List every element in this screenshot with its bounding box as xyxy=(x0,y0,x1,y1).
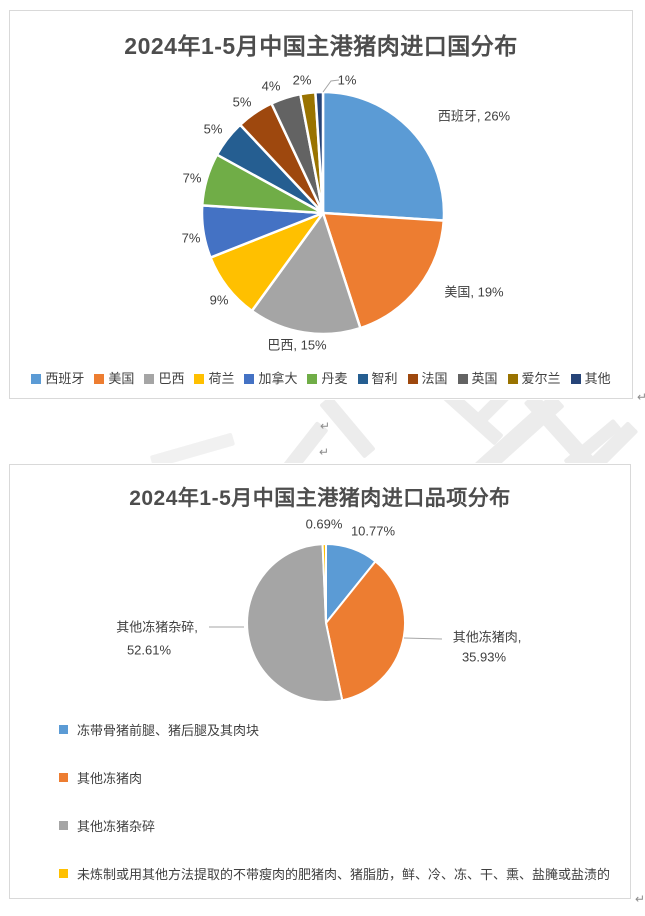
data-label: 0.69% xyxy=(306,517,343,532)
pie-slice-未炼制或用其他方法提取的不带瘦肉的肥猪肉、猪脂肪，鲜、冷、冻、干、熏、盐腌或盐渍的 xyxy=(321,542,327,624)
data-label: 其他冻猪肉, xyxy=(453,630,522,645)
paragraph-mark-icon: ↵ xyxy=(637,390,645,404)
legend-marker-icon xyxy=(307,374,318,384)
legend-item-法国: 法国 xyxy=(407,371,448,387)
data-label: 10.77% xyxy=(351,524,396,539)
paragraph-mark-icon: ↵ xyxy=(320,419,331,433)
legend-marker-icon xyxy=(570,374,581,384)
legend-marker-icon xyxy=(144,374,155,384)
legend-item-西班牙: 西班牙 xyxy=(31,371,84,387)
legend-marker-icon xyxy=(194,374,205,384)
pie-country-distribution: 西班牙, 26% 美国, 19% 巴西, 15% 9% 7% 7% 5% 5% 4% 2% 1% xyxy=(182,73,511,353)
legend-label: 智利 xyxy=(371,371,398,386)
data-label: 9% xyxy=(210,293,229,308)
pie-slice-巴西 xyxy=(250,211,362,336)
legend-label: 其他冻猪杂碎 xyxy=(77,819,156,834)
legend-item-其他冻猪肉: 其他冻猪肉 xyxy=(59,769,616,789)
legend-label: 荷兰 xyxy=(208,371,235,386)
legend-label: 西班牙 xyxy=(45,371,85,386)
watermark-stroke xyxy=(572,421,639,463)
data-label: 1% xyxy=(338,73,357,88)
legend-marker-icon xyxy=(457,374,468,384)
legend-marker-icon xyxy=(31,374,42,384)
legend-item-其他: 其他 xyxy=(570,371,611,387)
legend-marker-icon xyxy=(59,725,68,734)
pie-slice-美国 xyxy=(321,211,446,330)
legend-items: 冻带骨猪前腿、猪后腿及其肉块 其他冻猪肉其他冻猪杂碎未炼制或用其他方法提取的不带瘦… xyxy=(59,721,616,885)
chart-item-distribution[interactable]: 2024年1-5月中国主港猪肉进口品项分布 0.69% 10.77% 其他冻猪杂碎,… xyxy=(9,464,631,899)
label-leader-line xyxy=(403,637,443,640)
watermark-stroke xyxy=(442,400,504,446)
legend-label: 未炼制或用其他方法提取的不带瘦肉的肥猪肉、猪脂肪，鲜、冷、冻、干、熏、盐腌或盐渍… xyxy=(77,867,611,882)
legend-label: 丹麦 xyxy=(321,371,348,386)
legend-label: 加拿大 xyxy=(258,371,298,386)
legend-label: 巴西 xyxy=(158,371,185,386)
chart-country-distribution[interactable]: 2024年1-5月中国主港猪肉进口国分布 西班牙, 26% 美国, 19% 巴西, … xyxy=(9,10,633,399)
pie-slice-其他冻猪杂碎 xyxy=(246,543,344,703)
label-leader-line xyxy=(322,79,340,93)
legend-item-智利: 智利 xyxy=(357,371,398,387)
legend-label: 其他冻猪肉 xyxy=(77,771,143,786)
data-label: 西班牙, 26% xyxy=(438,109,511,124)
legend-item-英国: 英国 xyxy=(457,371,498,387)
legend-label: 法国 xyxy=(421,371,448,386)
legend-item-未炼制或用其他方法提取的不带瘦肉的肥猪肉、猪脂肪，鲜、冷、冻、干、熏、盐腌或盐渍的: 未炼制或用其他方法提取的不带瘦肉的肥猪肉、猪脂肪，鲜、冷、冻、干、熏、盐腌或盐渍… xyxy=(59,865,616,885)
watermark-stroke xyxy=(523,400,603,463)
legend-item-荷兰: 荷兰 xyxy=(194,371,234,387)
watermark-stroke xyxy=(463,400,565,463)
legend-marker-icon xyxy=(94,374,105,384)
legend-label: 英国 xyxy=(471,371,498,386)
data-label: 35.93% xyxy=(462,650,507,665)
legend-marker-icon xyxy=(59,869,68,878)
legend-label: 美国 xyxy=(108,371,135,386)
legend-item-丹麦: 丹麦 xyxy=(307,371,348,387)
data-label: 5% xyxy=(204,122,223,137)
legend-marker-icon xyxy=(59,773,68,782)
legend-item-其他冻猪杂碎: 其他冻猪杂碎 xyxy=(59,817,616,837)
data-label: 巴西, 15% xyxy=(267,338,327,353)
legend-item-加拿大: 加拿大 xyxy=(244,371,297,387)
data-label: 7% xyxy=(182,231,201,246)
legend-marker-icon xyxy=(507,374,518,384)
data-label: 2% xyxy=(293,73,312,88)
chart-title: 2024年1-5月中国主港猪肉进口品项分布 xyxy=(129,487,511,510)
legend-marker-icon xyxy=(244,374,255,384)
legend-item-冻带骨猪前腿、猪后腿及其肉块: 冻带骨猪前腿、猪后腿及其肉块 xyxy=(59,721,616,741)
pie-slice-其他冻猪肉 xyxy=(325,560,406,702)
legend-marker-icon xyxy=(407,374,418,384)
data-label: 5% xyxy=(233,95,252,110)
paragraph-mark-icon: ↵ xyxy=(635,892,645,906)
legend-countries: 西班牙 美国 巴西 荷兰 加拿大 丹麦 智利 法国 英国 爱尔兰 其他 xyxy=(10,371,632,387)
legend-label: 冻带骨猪前腿、猪后腿及其肉块 xyxy=(77,723,260,738)
legend-marker-icon xyxy=(59,821,68,830)
watermark-stroke xyxy=(563,418,622,463)
data-label: 7% xyxy=(183,171,202,186)
legend-label: 爱尔兰 xyxy=(521,371,561,386)
legend-item-巴西: 巴西 xyxy=(144,371,184,387)
data-label: 其他冻猪杂碎, xyxy=(116,620,198,635)
chart-title: 2024年1-5月中国主港猪肉进口国分布 xyxy=(124,33,518,59)
legend-label: 其他 xyxy=(584,371,611,386)
watermark-stroke xyxy=(149,432,236,463)
watermark-stroke xyxy=(472,400,524,428)
pie-slice-西班牙 xyxy=(321,90,446,222)
data-label: 52.61% xyxy=(127,643,172,658)
pie-item-distribution: 0.69% 10.77% 其他冻猪杂碎, 52.61% 其他冻猪肉, 35.93% xyxy=(116,517,522,703)
paragraph-mark-icon: ↵ xyxy=(319,445,330,459)
data-label: 美国, 19% xyxy=(444,285,504,300)
data-label: 4% xyxy=(262,79,281,94)
pie-slice-其他 xyxy=(314,90,325,215)
legend-item-爱尔兰: 爱尔兰 xyxy=(507,371,561,387)
legend-item-美国: 美国 xyxy=(94,371,134,387)
legend-marker-icon xyxy=(357,374,368,384)
